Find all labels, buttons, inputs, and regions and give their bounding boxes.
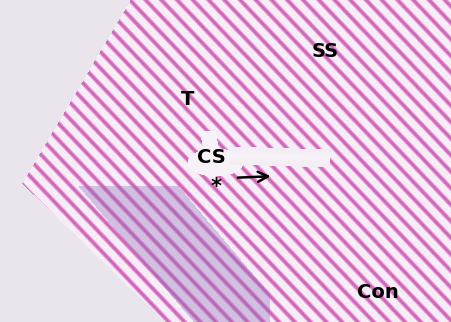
Text: T: T [180,90,194,109]
Text: Con: Con [356,283,397,302]
Text: *: * [210,177,221,197]
Text: CS: CS [197,148,226,167]
Text: SS: SS [311,42,338,61]
